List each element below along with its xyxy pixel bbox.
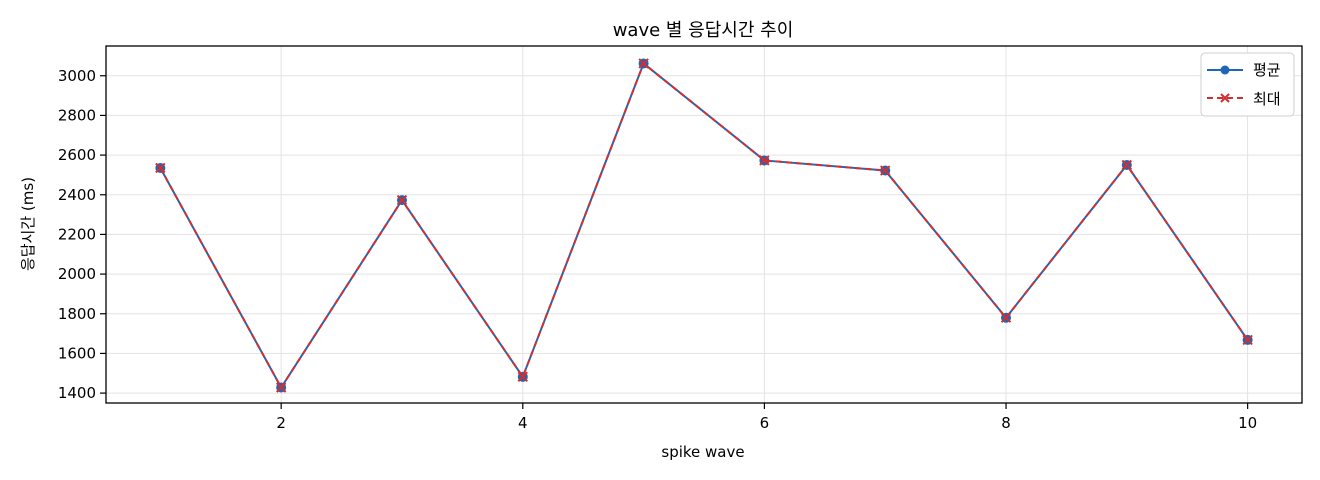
legend-label-max: 최대 [1253,90,1281,108]
y-axis-ticks: 1400 1600 1800 2000 2200 2400 2600 2800 3000 [58,67,106,402]
y-tick-label: 1600 [58,344,96,362]
legend-marker-max [1220,93,1230,103]
data-point [880,165,891,176]
y-tick-label: 1800 [58,305,96,323]
x-tick-label: 2 [276,414,286,432]
x-tick-label: 10 [1238,414,1257,432]
data-point [517,371,528,383]
y-tick-label: 2600 [58,146,96,164]
x-tick-label: 8 [1001,414,1011,432]
legend-marker-mean [1220,65,1230,75]
data-point [1000,312,1012,323]
data-point [275,382,287,393]
x-tick-label: 6 [760,414,770,432]
y-tick-label: 2200 [58,225,96,243]
x-axis-ticks: 2 4 6 8 10 [276,403,1257,432]
data-point [759,155,770,166]
x-tick-label: 4 [518,414,528,432]
legend-label-mean: 평균 [1253,61,1281,79]
data-point [396,194,408,206]
y-tick-label: 1400 [58,384,96,402]
data-point [638,58,649,69]
y-tick-label: 3000 [58,67,96,85]
y-tick-label: 2400 [58,186,96,204]
data-point [1121,159,1133,171]
series-line-1 [159,62,1249,389]
chart-title: wave 별 응답시간 추이 [613,20,794,41]
data-point [155,162,166,174]
data-point [1242,334,1253,346]
y-tick-label: 2000 [58,265,96,283]
y-tick-label: 2800 [58,106,96,124]
grid [106,46,1302,403]
series-layer [155,58,1253,393]
x-axis-label: spike wave [661,443,744,461]
plot-frame [105,45,1303,404]
legend: 평균 최대 [1200,52,1295,117]
y-axis-label: 응답시간 (ms) [19,177,37,271]
